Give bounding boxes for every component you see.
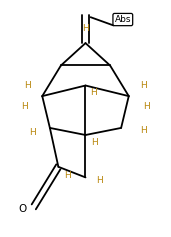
Text: H: H <box>96 176 102 185</box>
Text: H: H <box>91 137 98 146</box>
Text: H: H <box>82 23 89 32</box>
Text: H: H <box>30 128 36 137</box>
Text: H: H <box>143 102 150 111</box>
Text: H: H <box>140 126 147 135</box>
Text: H: H <box>141 81 147 90</box>
Text: H: H <box>64 171 71 180</box>
Text: O: O <box>19 204 27 214</box>
Text: H: H <box>24 81 30 90</box>
Text: H: H <box>21 102 28 111</box>
Text: H: H <box>91 88 97 97</box>
Text: Abs: Abs <box>115 15 131 24</box>
